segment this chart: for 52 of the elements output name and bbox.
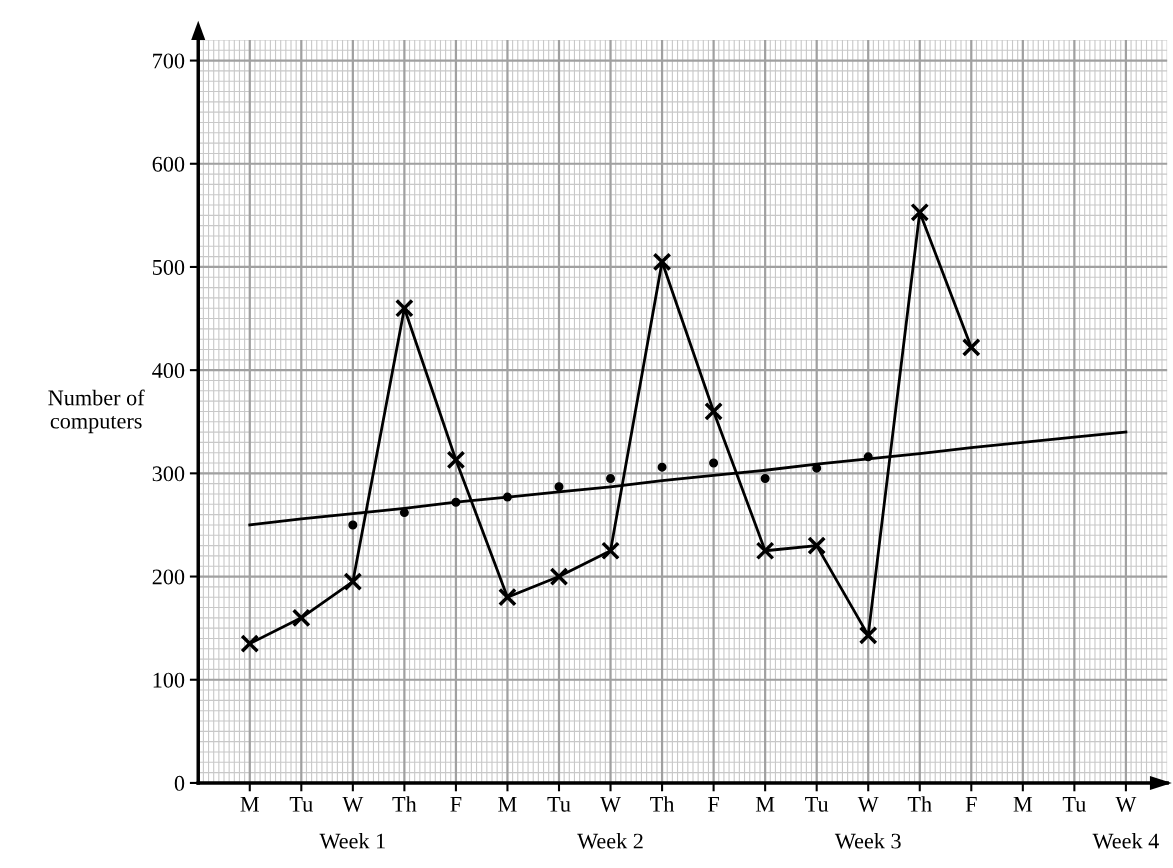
y-axis-title: Number of computers bbox=[48, 389, 145, 434]
y-tick-label: 700 bbox=[153, 53, 185, 69]
point bbox=[755, 541, 775, 561]
point bbox=[704, 402, 723, 421]
x-tick-label: Tu bbox=[547, 797, 571, 812]
point bbox=[240, 634, 260, 653]
y-tick-label: 100 bbox=[153, 672, 185, 688]
x-tick-label: M bbox=[240, 797, 259, 812]
x-tick-label: W bbox=[1115, 797, 1137, 812]
point bbox=[961, 338, 981, 357]
point bbox=[760, 474, 770, 484]
point bbox=[554, 482, 564, 492]
point bbox=[652, 252, 672, 272]
point bbox=[498, 587, 517, 607]
point bbox=[601, 541, 620, 561]
point bbox=[858, 625, 878, 645]
x-tick-label: M bbox=[1013, 797, 1033, 812]
point bbox=[657, 462, 667, 472]
x-tick-label: F bbox=[450, 797, 462, 812]
y-tick-label: 400 bbox=[152, 363, 185, 379]
x-tick-label: M bbox=[498, 797, 517, 812]
point bbox=[910, 202, 930, 222]
x-tick-label: Tu bbox=[289, 797, 313, 812]
point bbox=[446, 450, 466, 470]
point bbox=[291, 608, 311, 628]
point bbox=[606, 474, 616, 484]
x-tick-label: F bbox=[708, 797, 719, 812]
x-tick-label: M bbox=[755, 797, 775, 812]
text: Week 4 bbox=[1092, 832, 1159, 849]
x-tick-label: W bbox=[857, 797, 879, 812]
x-tick-label: Tu bbox=[805, 797, 829, 812]
point bbox=[549, 567, 569, 586]
x-tick-label: Th bbox=[650, 796, 675, 812]
x-tick-label: W bbox=[342, 797, 364, 812]
point bbox=[343, 572, 363, 592]
point bbox=[348, 520, 358, 530]
text: Week 3 bbox=[834, 832, 901, 849]
x-tick-label: Th bbox=[392, 796, 417, 812]
y-tick-label: 600 bbox=[152, 156, 185, 172]
x-tick-label: Tu bbox=[1062, 797, 1086, 812]
x-tick-label: W bbox=[600, 797, 621, 812]
y-tick-label: 500 bbox=[153, 259, 185, 275]
y-tick-label: 300 bbox=[152, 466, 185, 482]
y-tick-label: 0 bbox=[174, 775, 185, 791]
x-tick-label: Th bbox=[907, 796, 932, 812]
x-tick-label: F bbox=[965, 797, 977, 812]
point bbox=[395, 298, 414, 318]
text: Week 2 bbox=[577, 832, 643, 849]
text: Week 1 bbox=[319, 832, 385, 849]
point bbox=[807, 536, 827, 555]
point bbox=[709, 458, 719, 468]
y-tick-label: 200 bbox=[152, 569, 185, 585]
